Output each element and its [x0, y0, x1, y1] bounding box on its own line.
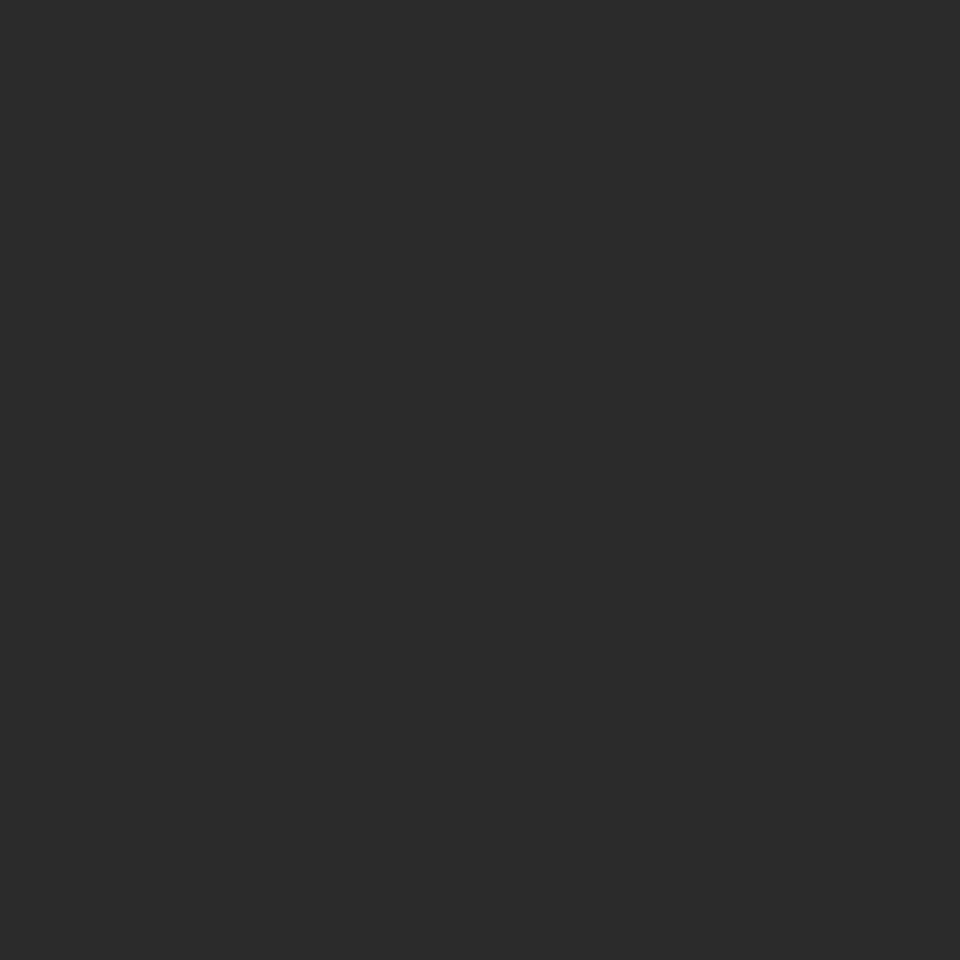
volume-bar-chart [0, 0, 960, 900]
